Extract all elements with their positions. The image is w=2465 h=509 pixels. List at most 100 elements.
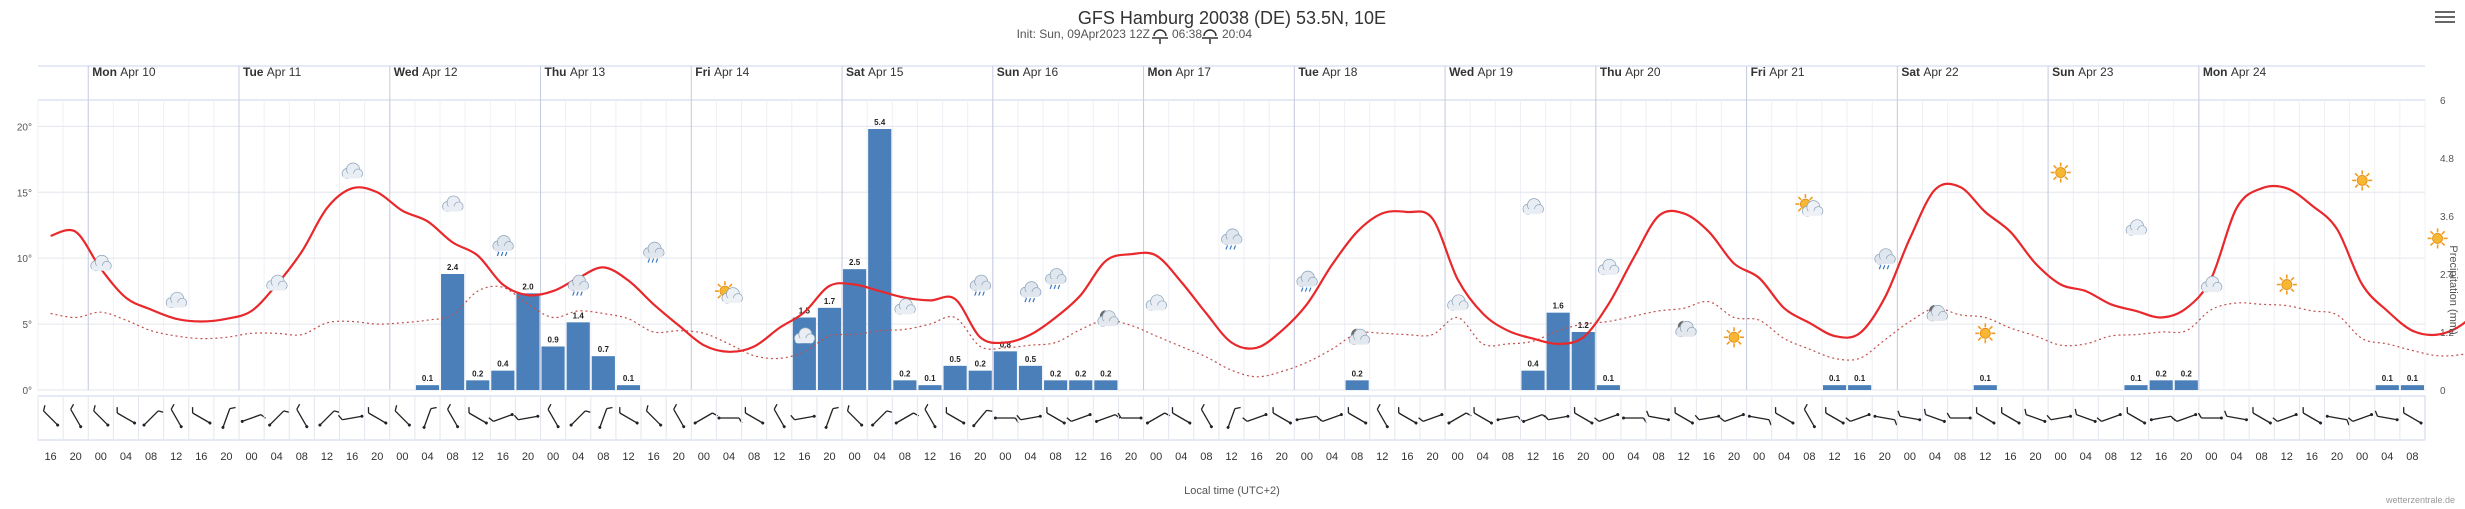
day-label: Sun Apr 23	[2052, 65, 2114, 79]
precip-bar	[1018, 365, 1043, 390]
precip-bar	[616, 385, 641, 390]
precip-bar	[893, 380, 917, 390]
sunrise-time: 06:38	[1172, 27, 1202, 41]
hour-label: 16	[1401, 451, 1413, 463]
wind-barb	[673, 403, 686, 429]
wind-barb	[468, 407, 488, 425]
hour-label: 04	[1778, 451, 1790, 463]
wind-barb	[2302, 407, 2323, 425]
wind-barb	[1825, 407, 1845, 425]
x-axis-title: Local time (UTC+2)	[1184, 485, 1280, 497]
hour-label: 00	[547, 451, 559, 463]
precip-bar	[1044, 380, 1068, 390]
precip-bar	[415, 385, 440, 390]
hour-label: 16	[346, 451, 358, 463]
hour-label: 12	[773, 451, 785, 463]
wind-barb	[1200, 403, 1213, 429]
precip-label: 0.2	[1075, 369, 1087, 378]
rain-icon	[969, 274, 992, 296]
precip-label: 0.2	[1352, 369, 1364, 378]
wind-barb	[1171, 407, 1192, 425]
wind-barb	[1347, 407, 1368, 425]
precip-label: 0.2	[2156, 369, 2168, 378]
precip-bar	[1571, 332, 1595, 390]
wind-barb	[894, 412, 919, 425]
wind-barb	[1694, 414, 1721, 421]
day-label: Sat Apr 15	[846, 65, 904, 79]
day-label: Tue Apr 11	[243, 65, 302, 79]
wind-barb	[1046, 407, 1066, 425]
hour-label: 08	[1200, 451, 1212, 463]
precip-label: 0.1	[1829, 374, 1841, 383]
hour-label: 08	[1049, 451, 1061, 463]
precip-bar	[868, 129, 892, 390]
hour-label: 00	[1904, 451, 1916, 463]
precip-bar	[1069, 380, 1093, 390]
wind-barb	[1473, 407, 1493, 425]
hour-label: 20	[522, 451, 534, 463]
hour-label: 08	[2256, 451, 2268, 463]
rain-icon	[1296, 270, 1318, 292]
hour-label: 08	[145, 451, 157, 463]
wind-barb	[598, 406, 613, 429]
wind-barb	[1923, 408, 1946, 423]
hour-label: 08	[1502, 451, 1514, 463]
sun-icon	[2276, 274, 2297, 295]
precip-bar	[968, 370, 992, 390]
precipitation-bars: 0.12.40.20.42.00.91.40.70.11.51.72.55.40…	[415, 118, 2424, 390]
temperature-line	[50, 182, 2465, 353]
hour-label: 16	[497, 451, 509, 463]
wind-barb	[2046, 414, 2073, 421]
wind-barb	[972, 409, 993, 428]
wind-barb	[744, 407, 765, 425]
wind-barb	[1242, 413, 1268, 423]
day-label: Fri Apr 14	[695, 65, 749, 79]
precip-label: 0.9	[548, 336, 560, 345]
hour-label: 00	[698, 451, 710, 463]
temperature-lines	[50, 182, 2465, 378]
wind-barb	[447, 403, 460, 429]
hour-label: 04	[723, 451, 735, 463]
hour-label: 12	[472, 451, 484, 463]
wind-barb	[1543, 414, 1570, 421]
day-label: Sat Apr 22	[1901, 65, 1959, 79]
hour-label: 12	[1828, 451, 1840, 463]
precip-bar	[441, 274, 465, 390]
y-left-tick: 20°	[17, 122, 32, 133]
rain-icon	[492, 235, 514, 257]
day-label: Mon Apr 10	[92, 65, 156, 79]
wind-barb	[1873, 414, 1898, 426]
wind-barb	[1376, 403, 1389, 429]
hour-label: 16	[1854, 451, 1866, 463]
sun-cloud-icon	[714, 281, 743, 304]
day-label: Fri Apr 21	[1751, 65, 1805, 79]
hour-label: 16	[1552, 451, 1564, 463]
precip-label: 0.8	[1000, 340, 1012, 349]
wind-barb	[1946, 412, 1972, 420]
wind-barb	[1317, 413, 1343, 423]
hour-label: 20	[1125, 451, 1137, 463]
hour-label: 20	[1879, 451, 1891, 463]
wind-barb	[924, 403, 937, 429]
sun-icon	[1975, 323, 1996, 344]
rain-icon	[1020, 281, 1042, 303]
cloud-icon	[1522, 198, 1544, 215]
hour-label: 12	[321, 451, 333, 463]
precip-label: 0.2	[975, 360, 987, 369]
precip-label: 0.2	[472, 369, 484, 378]
precip-bar	[843, 269, 867, 390]
precip-bar	[566, 322, 590, 390]
hour-label: 04	[572, 451, 584, 463]
precip-label: 0.2	[1100, 369, 1112, 378]
wind-barb	[2000, 407, 2021, 425]
moon-icon	[1926, 303, 1948, 322]
precip-bar	[817, 307, 842, 390]
rain-icon	[1045, 268, 1067, 290]
wind-barb	[422, 406, 437, 429]
wind-barb	[2224, 410, 2248, 422]
precip-label: 2.5	[849, 258, 861, 267]
hour-label: 00	[1301, 451, 1313, 463]
chart-menu-button[interactable]	[2435, 8, 2455, 24]
hour-label: 20	[974, 451, 986, 463]
hour-label: 00	[95, 451, 107, 463]
